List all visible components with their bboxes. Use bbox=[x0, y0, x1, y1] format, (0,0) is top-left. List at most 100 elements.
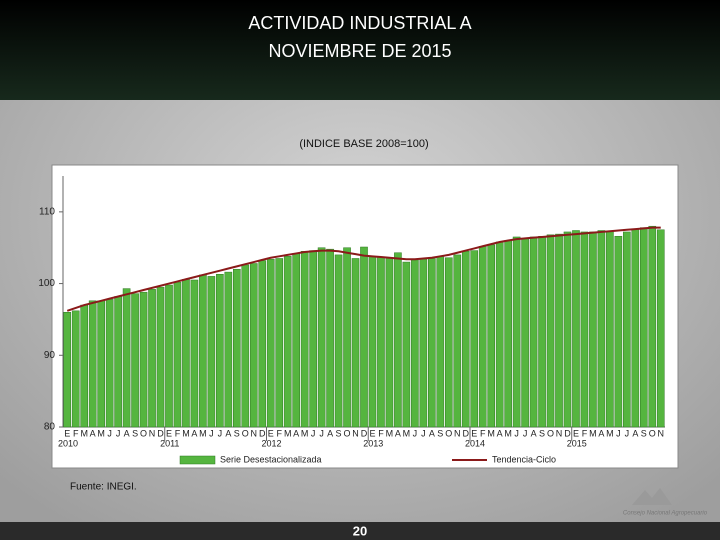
bar bbox=[377, 256, 385, 428]
x-tick-label: M bbox=[589, 428, 597, 438]
bar bbox=[614, 235, 623, 428]
bar bbox=[606, 230, 614, 428]
bar bbox=[63, 312, 72, 428]
bar bbox=[360, 246, 368, 428]
bar bbox=[563, 231, 572, 428]
bar bbox=[334, 254, 343, 428]
logo bbox=[632, 488, 672, 505]
bar bbox=[71, 310, 80, 428]
x-tick-label: F bbox=[480, 428, 486, 438]
x-tick-label: J bbox=[616, 428, 621, 438]
bar bbox=[428, 258, 436, 428]
x-tick-label: F bbox=[175, 428, 181, 438]
bar bbox=[495, 241, 504, 428]
trend-line bbox=[66, 226, 661, 312]
x-tick-label: S bbox=[641, 428, 647, 438]
x-tick-label: A bbox=[632, 428, 638, 438]
bar bbox=[343, 247, 351, 428]
x-tick-label: O bbox=[445, 428, 452, 438]
x-tick-label: M bbox=[403, 428, 411, 438]
x-tick-label: O bbox=[547, 428, 554, 438]
x-tick-label: S bbox=[132, 428, 138, 438]
legend-swatch bbox=[179, 455, 216, 465]
bar bbox=[258, 260, 267, 428]
year-label: 2011 bbox=[160, 438, 179, 448]
x-tick-label: S bbox=[336, 428, 342, 438]
x-tick-label: J bbox=[218, 428, 223, 438]
bar bbox=[148, 289, 156, 428]
bar bbox=[224, 271, 233, 428]
bar bbox=[546, 234, 555, 428]
x-tick-label: M bbox=[284, 428, 292, 438]
x-tick-label: O bbox=[344, 428, 351, 438]
source: Fuente: INEGI. bbox=[70, 482, 137, 493]
x-tick-label: A bbox=[598, 428, 604, 438]
y-tick-label: 90 bbox=[44, 350, 56, 361]
y-tick-label: 110 bbox=[39, 206, 55, 217]
bar bbox=[589, 231, 597, 428]
bar bbox=[233, 268, 241, 428]
title: NOVIEMBRE DE 2015 bbox=[268, 41, 451, 61]
x-tick-label: J bbox=[319, 428, 324, 438]
x-tick-label: D bbox=[259, 428, 266, 438]
x-tick-label: N bbox=[149, 428, 156, 438]
bar bbox=[394, 252, 402, 428]
bar bbox=[368, 256, 377, 428]
x-tick-label: J bbox=[116, 428, 121, 438]
bar bbox=[266, 258, 275, 428]
bar bbox=[572, 230, 580, 428]
x-tick-label: J bbox=[311, 428, 316, 438]
bar bbox=[139, 291, 148, 428]
bar bbox=[623, 231, 631, 428]
x-tick-label: A bbox=[395, 428, 401, 438]
x-tick-label: A bbox=[225, 428, 231, 438]
bar bbox=[80, 304, 89, 428]
x-tick-label: N bbox=[352, 428, 359, 438]
x-tick-label: F bbox=[276, 428, 282, 438]
year-label: 2014 bbox=[465, 438, 485, 448]
bar bbox=[317, 247, 326, 428]
y-tick-label: 80 bbox=[44, 422, 56, 433]
bar bbox=[512, 236, 521, 428]
x-tick-label: J bbox=[209, 428, 214, 438]
x-tick-label: E bbox=[369, 428, 375, 438]
bar bbox=[351, 258, 360, 428]
x-tick-label: M bbox=[80, 428, 88, 438]
bar bbox=[207, 276, 216, 428]
x-tick-label: M bbox=[199, 428, 207, 438]
x-tick-label: A bbox=[124, 428, 130, 438]
x-tick-label: E bbox=[573, 428, 579, 438]
x-tick-label: D bbox=[564, 428, 571, 438]
bar bbox=[639, 227, 648, 428]
x-tick-label: A bbox=[531, 428, 537, 438]
bar bbox=[453, 254, 462, 428]
y-tick-label: 100 bbox=[38, 278, 55, 289]
bar bbox=[597, 230, 606, 428]
bar bbox=[521, 238, 529, 428]
logo-text: Consejo Nacional Agropecuario bbox=[623, 511, 708, 517]
bar bbox=[216, 273, 224, 428]
bar bbox=[300, 251, 309, 428]
bar bbox=[249, 263, 258, 428]
bar bbox=[656, 229, 665, 428]
x-tick-label: O bbox=[242, 428, 249, 438]
x-tick-label: O bbox=[649, 428, 656, 438]
x-tick-label: A bbox=[327, 428, 333, 438]
x-tick-label: J bbox=[523, 428, 528, 438]
bar bbox=[631, 228, 640, 428]
x-tick-label: E bbox=[268, 428, 274, 438]
bar bbox=[444, 257, 453, 428]
x-tick-label: A bbox=[429, 428, 435, 438]
x-tick-label: M bbox=[487, 428, 495, 438]
year-label: 2010 bbox=[58, 438, 78, 448]
x-tick-label: D bbox=[361, 428, 368, 438]
x-tick-label: S bbox=[234, 428, 240, 438]
x-tick-label: M bbox=[182, 428, 190, 438]
x-tick-label: A bbox=[497, 428, 503, 438]
x-tick-label: M bbox=[97, 428, 105, 438]
bar bbox=[173, 281, 182, 428]
x-tick-label: A bbox=[90, 428, 96, 438]
bar bbox=[402, 261, 411, 428]
